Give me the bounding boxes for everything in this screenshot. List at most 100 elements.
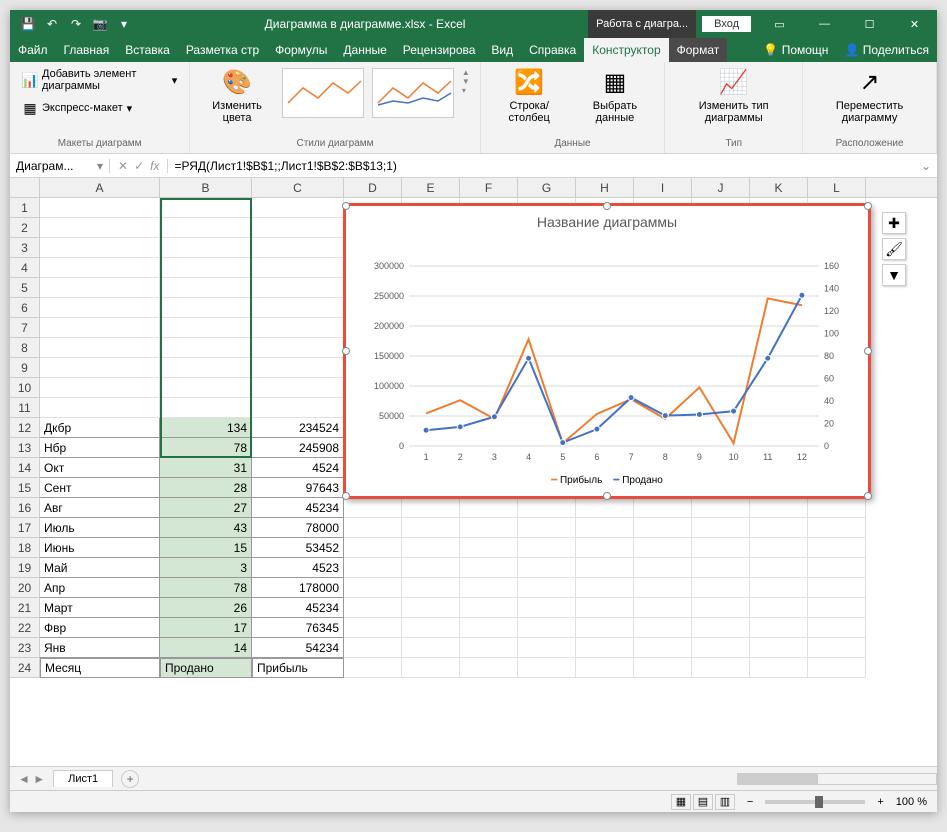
col-header-A[interactable]: A	[40, 178, 160, 197]
cell-H5[interactable]	[576, 578, 634, 598]
page-layout-view-button[interactable]: ▤	[693, 794, 713, 810]
col-header-I[interactable]: I	[634, 178, 692, 197]
cell-C19[interactable]	[252, 298, 344, 318]
row-header-5[interactable]: 5	[10, 278, 39, 298]
page-break-view-button[interactable]: ▥	[715, 794, 735, 810]
col-header-F[interactable]: F	[460, 178, 518, 197]
chart-elements-button[interactable]: ✚	[882, 212, 906, 234]
save-icon[interactable]: 💾	[20, 16, 36, 32]
cell-C23[interactable]	[252, 218, 344, 238]
tab-review[interactable]: Рецензирова	[395, 38, 484, 62]
cell-F2[interactable]	[460, 638, 518, 658]
close-icon[interactable]: ✕	[892, 10, 937, 38]
cell-B10[interactable]: 28	[160, 478, 252, 498]
cell-B18[interactable]	[160, 318, 252, 338]
cell-B4[interactable]: 26	[160, 598, 252, 618]
cell-K1[interactable]	[750, 658, 808, 678]
cell-D3[interactable]	[344, 618, 402, 638]
enter-formula-icon[interactable]: ✓	[134, 159, 144, 173]
row-header-13[interactable]: 13	[10, 438, 39, 458]
qat-dropdown-icon[interactable]: ▾	[116, 16, 132, 32]
cell-I3[interactable]	[634, 618, 692, 638]
cell-A18[interactable]	[40, 318, 160, 338]
zoom-level[interactable]: 100 %	[896, 796, 927, 808]
cell-J2[interactable]	[692, 638, 750, 658]
cell-B20[interactable]	[160, 278, 252, 298]
cell-C4[interactable]: 45234	[252, 598, 344, 618]
cell-D6[interactable]	[344, 558, 402, 578]
cell-H7[interactable]	[576, 538, 634, 558]
cell-L3[interactable]	[808, 618, 866, 638]
chart-styles-button[interactable]: 🖌	[882, 238, 906, 260]
cell-G4[interactable]	[518, 598, 576, 618]
change-colors-button[interactable]: 🎨 Изменить цвета	[198, 66, 276, 126]
cell-D4[interactable]	[344, 598, 402, 618]
cell-C12[interactable]: 245908	[252, 438, 344, 458]
cell-H6[interactable]	[576, 558, 634, 578]
chart-filters-button[interactable]: ▼	[882, 264, 906, 286]
name-box[interactable]: Диаграм...▾	[10, 159, 110, 173]
tab-view[interactable]: Вид	[483, 38, 521, 62]
chart-object[interactable]: Название диаграммы 050000100000150000200…	[343, 203, 871, 499]
cell-A10[interactable]: Сент	[40, 478, 160, 498]
row-header-9[interactable]: 9	[10, 358, 39, 378]
cell-A3[interactable]: Фвр	[40, 618, 160, 638]
cell-J4[interactable]	[692, 598, 750, 618]
chart-title[interactable]: Название диаграммы	[354, 214, 860, 230]
cell-A21[interactable]	[40, 258, 160, 278]
cell-B8[interactable]: 43	[160, 518, 252, 538]
row-header-2[interactable]: 2	[10, 218, 39, 238]
cell-F1[interactable]	[460, 658, 518, 678]
cell-E7[interactable]	[402, 538, 460, 558]
col-header-E[interactable]: E	[402, 178, 460, 197]
col-header-D[interactable]: D	[344, 178, 402, 197]
cell-D8[interactable]	[344, 518, 402, 538]
cell-E5[interactable]	[402, 578, 460, 598]
row-header-12[interactable]: 12	[10, 418, 39, 438]
col-header-J[interactable]: J	[692, 178, 750, 197]
cell-F3[interactable]	[460, 618, 518, 638]
fx-icon[interactable]: fx	[150, 159, 159, 173]
row-header-14[interactable]: 14	[10, 458, 39, 478]
cell-C22[interactable]	[252, 238, 344, 258]
cell-C2[interactable]: 54234	[252, 638, 344, 658]
cell-A19[interactable]	[40, 298, 160, 318]
row-header-11[interactable]: 11	[10, 398, 39, 418]
move-chart-button[interactable]: ↗Переместить диаграмму	[811, 66, 928, 126]
cell-I6[interactable]	[634, 558, 692, 578]
cell-A12[interactable]: Нбр	[40, 438, 160, 458]
switch-row-col-button[interactable]: 🔀Строка/ столбец	[489, 66, 570, 126]
cell-K4[interactable]	[750, 598, 808, 618]
cell-B14[interactable]	[160, 398, 252, 418]
select-data-button[interactable]: ▦Выбрать данные	[574, 66, 657, 126]
cell-C7[interactable]: 53452	[252, 538, 344, 558]
cell-G7[interactable]	[518, 538, 576, 558]
cell-E9[interactable]	[402, 498, 460, 518]
row-header-16[interactable]: 16	[10, 498, 39, 518]
horizontal-scrollbar[interactable]	[737, 773, 937, 785]
add-chart-element-button[interactable]: 📊Добавить элемент диаграммы▾	[18, 66, 181, 94]
tab-pagelayout[interactable]: Разметка стр	[178, 38, 267, 62]
cell-A7[interactable]: Июнь	[40, 538, 160, 558]
cell-C20[interactable]	[252, 278, 344, 298]
cell-D1[interactable]	[344, 658, 402, 678]
cell-E8[interactable]	[402, 518, 460, 538]
redo-icon[interactable]: ↷	[68, 16, 84, 32]
undo-icon[interactable]: ↶	[44, 16, 60, 32]
cell-A22[interactable]	[40, 238, 160, 258]
cell-C3[interactable]: 76345	[252, 618, 344, 638]
cell-H1[interactable]	[576, 658, 634, 678]
cell-G1[interactable]	[518, 658, 576, 678]
tab-design[interactable]: Конструктор	[584, 38, 668, 62]
cell-J1[interactable]	[692, 658, 750, 678]
zoom-in-button[interactable]: +	[877, 796, 883, 808]
cell-B24[interactable]	[160, 198, 252, 218]
name-dropdown-icon[interactable]: ▾	[97, 159, 103, 173]
cell-G2[interactable]	[518, 638, 576, 658]
cell-A8[interactable]: Июль	[40, 518, 160, 538]
cell-A15[interactable]	[40, 378, 160, 398]
cell-K7[interactable]	[750, 538, 808, 558]
cell-I7[interactable]	[634, 538, 692, 558]
cell-B21[interactable]	[160, 258, 252, 278]
cell-I2[interactable]	[634, 638, 692, 658]
